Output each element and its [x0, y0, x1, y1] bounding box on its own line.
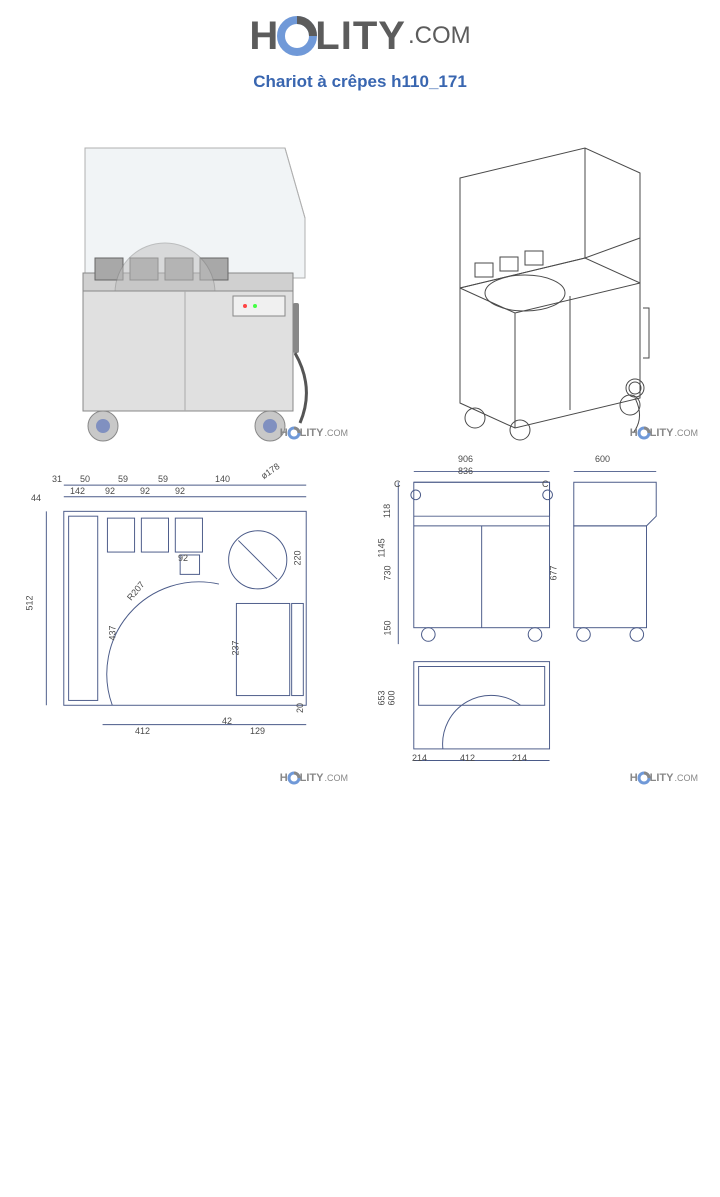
dim-label: 92 — [175, 486, 185, 496]
watermark-suffix: LITY — [650, 427, 674, 439]
dim-label: 1145 — [377, 538, 387, 557]
watermark: H LITY .COM — [630, 771, 698, 785]
dim-label: 412 — [135, 726, 150, 736]
dim-label: 92 — [178, 553, 188, 563]
top-view-diagram: 31 50 59 59 140 142 92 92 92 ø178 92 R20… — [10, 448, 360, 793]
logo-ring-icon — [277, 16, 317, 56]
dim-label: 600 — [595, 454, 610, 464]
dim-label: 906 — [458, 454, 473, 464]
dim-label: 412 — [460, 753, 475, 763]
ortho-views-diagram: 906 836 600 C C 1145 118 730 677 150 653… — [360, 448, 710, 793]
logo-domain: .COM — [408, 22, 471, 50]
watermark-ring-icon — [637, 771, 651, 785]
logo-suffix: LITY — [315, 14, 406, 59]
watermark-domain: .COM — [325, 428, 349, 438]
product-render-front: H LITY .COM — [10, 108, 360, 448]
dim-label: 42 — [222, 716, 232, 726]
dim-label: 214 — [512, 753, 527, 763]
product-title: Chariot à crêpes h110_171 — [253, 72, 467, 92]
dim-label: 92 — [140, 486, 150, 496]
dim-label: 730 — [383, 565, 393, 580]
dim-label: 437 — [108, 625, 118, 640]
dim-label: C — [394, 479, 401, 489]
dim-label: 44 — [31, 493, 41, 503]
watermark-ring-icon — [637, 426, 651, 440]
watermark-ring-icon — [287, 426, 301, 440]
dim-label: C — [542, 479, 549, 489]
dim-label: 220 — [293, 550, 303, 565]
dim-label: 836 — [458, 466, 473, 476]
dim-label: 150 — [383, 620, 393, 635]
dim-label: 31 — [52, 474, 62, 484]
dim-label: 92 — [105, 486, 115, 496]
dim-label: 59 — [158, 474, 168, 484]
watermark-domain: .COM — [325, 773, 349, 783]
watermark: H LITY .COM — [630, 426, 698, 440]
dim-label: 237 — [231, 640, 241, 655]
watermark-domain: .COM — [675, 773, 699, 783]
watermark-ring-icon — [287, 771, 301, 785]
dim-label: 512 — [25, 595, 35, 610]
brand-logo: H LITY .COM — [249, 12, 470, 60]
watermark-suffix: LITY — [650, 772, 674, 784]
watermark-domain: .COM — [675, 428, 699, 438]
dim-label: 59 — [118, 474, 128, 484]
dim-label: 677 — [549, 565, 559, 580]
watermark-suffix: LITY — [300, 427, 324, 439]
watermark-suffix: LITY — [300, 772, 324, 784]
watermark: H LITY .COM — [280, 771, 348, 785]
dim-label: 600 — [387, 690, 397, 705]
dim-label: 653 — [377, 690, 387, 705]
watermark: H LITY .COM — [280, 426, 348, 440]
dim-label: 142 — [70, 486, 85, 496]
product-iso-drawing: H LITY .COM — [360, 108, 710, 448]
dim-label: 140 — [215, 474, 230, 484]
dim-label: 20 — [295, 703, 305, 713]
dim-label: 118 — [382, 504, 392, 518]
dim-label: 129 — [250, 726, 265, 736]
dim-label: 50 — [80, 474, 90, 484]
dim-label: 214 — [412, 753, 427, 763]
logo-prefix: H — [249, 14, 279, 59]
